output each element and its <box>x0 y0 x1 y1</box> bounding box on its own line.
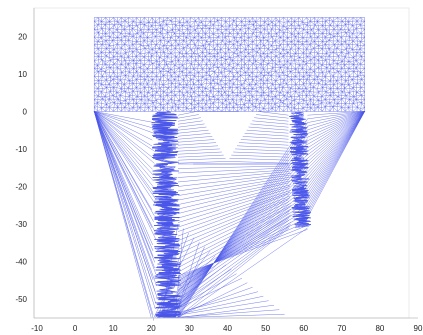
x-tick-label: 10 <box>109 324 118 333</box>
x-tick-label: 0 <box>73 324 78 333</box>
x-tick-label: 40 <box>223 324 232 333</box>
x-tick-label: 20 <box>147 324 156 333</box>
y-tick-label: 20 <box>18 32 27 41</box>
tick-labels: -10 0 10 20 30 40 50 60 70 80 90 20 10 0 -10 -20 -30 -40 -… <box>15 32 423 333</box>
mesh-edges <box>94 18 365 321</box>
x-tick-label: 90 <box>414 324 423 333</box>
x-tick-label: 80 <box>375 324 384 333</box>
x-tick-label: 30 <box>185 324 194 333</box>
y-tick-label: -40 <box>15 258 27 267</box>
y-tick-label: 0 <box>23 107 28 116</box>
y-tick-label: -20 <box>15 183 27 192</box>
mesh-lines <box>94 18 365 321</box>
y-tick-label: -30 <box>15 220 27 229</box>
plot-frame <box>34 8 409 318</box>
x-tick-label: 70 <box>337 324 346 333</box>
x-tick-label: 60 <box>299 324 308 333</box>
axes <box>34 8 418 318</box>
y-tick-label: -50 <box>15 295 27 304</box>
y-tick-label: -10 <box>15 145 27 154</box>
y-tick-label: 10 <box>18 70 27 79</box>
x-tick-label: -10 <box>31 324 43 333</box>
x-tick-label: 50 <box>261 324 270 333</box>
